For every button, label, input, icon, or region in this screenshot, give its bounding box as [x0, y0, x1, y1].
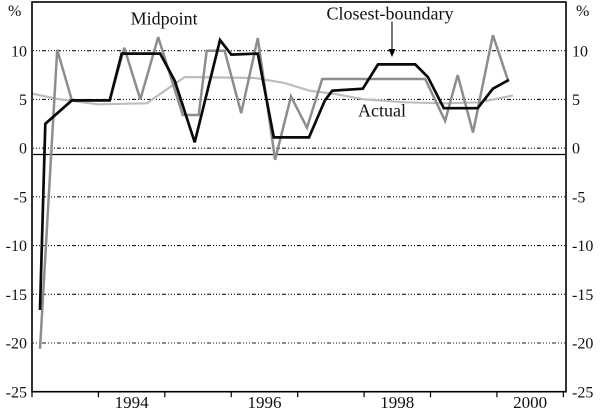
y-tick-label-right--20: -20 — [572, 336, 593, 353]
annotation-arrow-head — [388, 49, 396, 58]
y-tick-label-right--10: -10 — [572, 238, 593, 255]
y-tick-label-right-0: 0 — [572, 141, 580, 158]
plot-border — [31, 1, 567, 393]
series-line-closest-boundary — [38, 36, 510, 310]
x-tick-label-1996: 1996 — [247, 393, 281, 412]
y-tick-label-left--15: -15 — [6, 287, 27, 304]
y-tick-label-right--15: -15 — [572, 287, 593, 304]
y-tick-label-left--10: -10 — [6, 238, 27, 255]
closest-boundary-label: Closest-boundary — [327, 3, 454, 23]
y-axis-unit-left: % — [8, 3, 22, 20]
y-tick-label-right-10: 10 — [572, 43, 588, 60]
x-tick-label-1998: 1998 — [380, 393, 414, 412]
y-tick-label-left--20: -20 — [6, 336, 27, 353]
x-tick-label-2000: 2000 — [513, 393, 547, 412]
y-tick-label-left--25: -25 — [6, 384, 27, 401]
y-axis-unit-right: % — [576, 3, 590, 20]
y-tick-label-left--5: -5 — [14, 189, 27, 206]
y-tick-label-left-5: 5 — [19, 92, 27, 109]
y-tick-label-right-5: 5 — [572, 92, 580, 109]
y-tick-label-left-10: 10 — [11, 43, 27, 60]
midpoint-label: Midpoint — [131, 8, 198, 28]
y-tick-label-right--25: -25 — [572, 384, 593, 401]
series-line-actual — [32, 75, 514, 106]
x-tick-label-1994: 1994 — [115, 393, 150, 412]
y-tick-label-right--5: -5 — [572, 189, 585, 206]
y-tick-label-left-0: 0 — [19, 141, 27, 158]
actual-label: Actual — [358, 100, 406, 120]
